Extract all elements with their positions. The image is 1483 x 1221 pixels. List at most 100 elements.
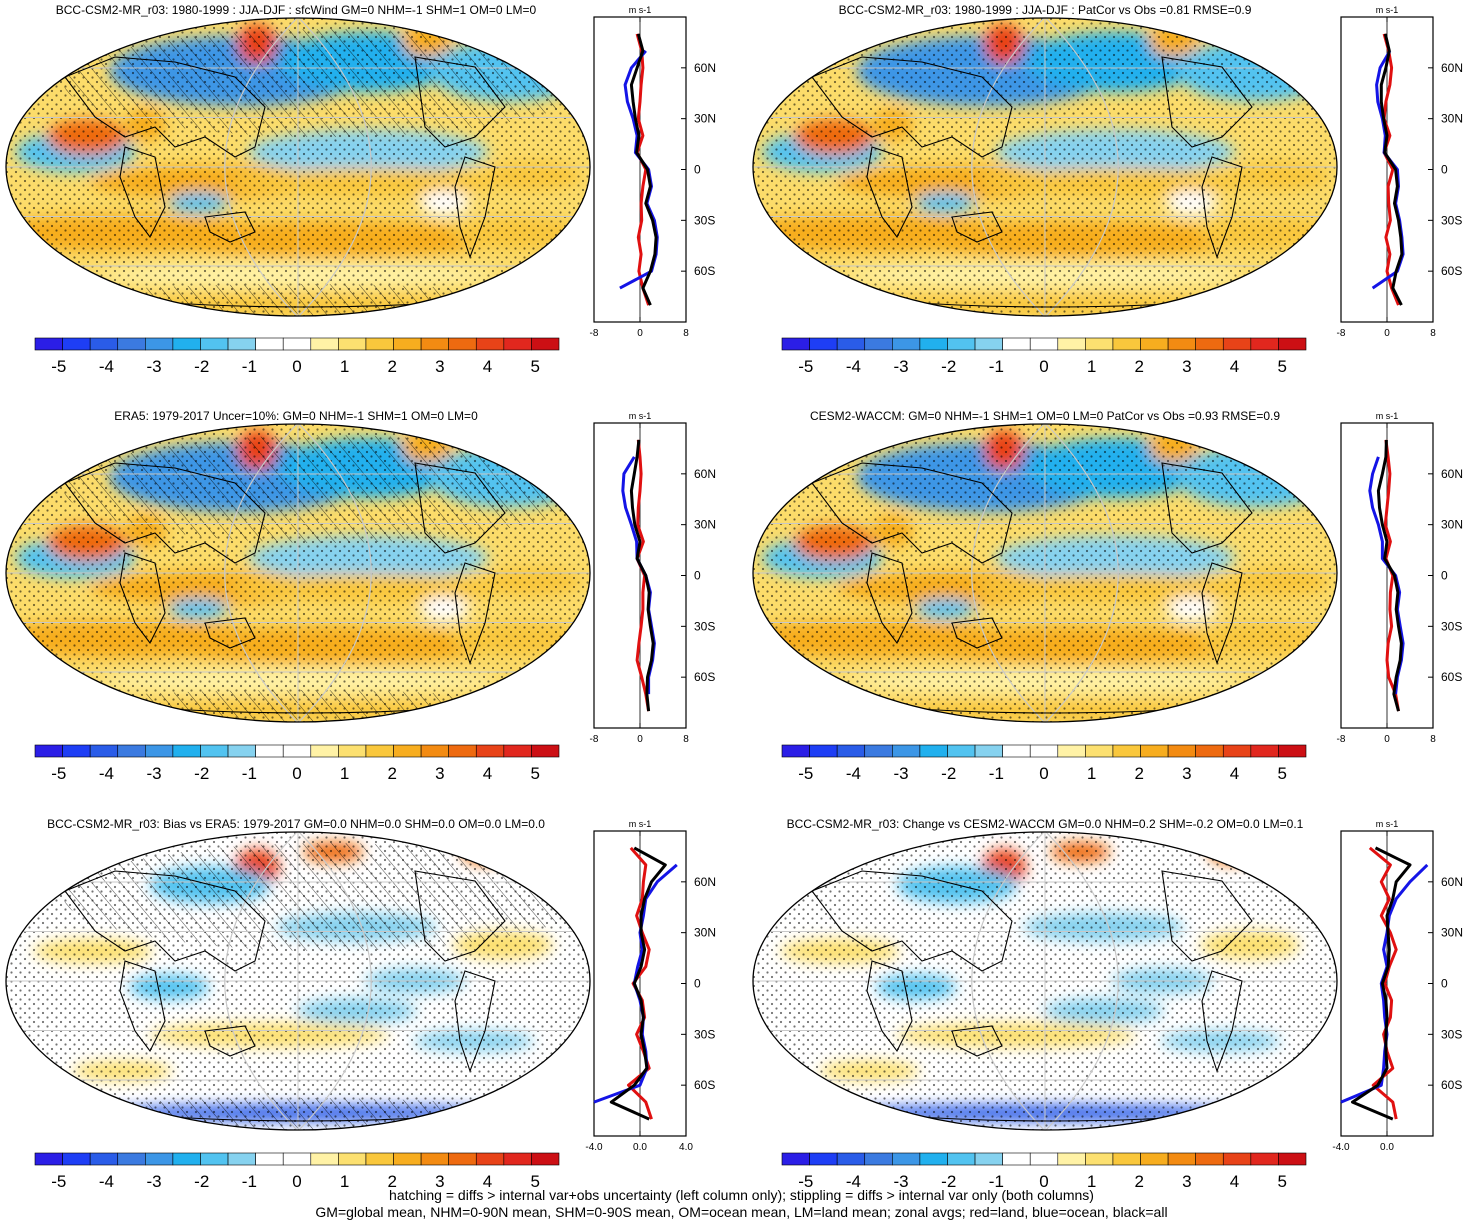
graticule — [6, 832, 590, 1130]
colorbar-label: -5 — [51, 764, 66, 783]
map — [752, 17, 1338, 317]
colorbar: -5 -4 -3 -2 -1 0 1 2 3 4 5 — [781, 337, 1307, 376]
colorbar-swatch — [947, 1152, 976, 1166]
colorbar-swatch — [1278, 337, 1307, 351]
colorbar-label: 5 — [530, 1172, 539, 1190]
colorbar-label: 1 — [1087, 764, 1096, 783]
colorbar-swatch — [531, 1152, 560, 1166]
colorbar-swatch — [448, 1152, 477, 1166]
colorbar-swatch — [864, 337, 893, 351]
colorbar-label: -2 — [194, 1172, 209, 1190]
colorbar-label: -2 — [941, 764, 956, 783]
zonal-line-all — [1351, 846, 1412, 1121]
colorbar-swatch — [475, 1152, 505, 1166]
colorbar: -5 -4 -3 -2 -1 0 1 2 3 4 5 — [34, 1152, 560, 1190]
anomaly-region — [753, 424, 848, 463]
colorbar-swatch — [781, 1152, 810, 1166]
colorbar-swatch — [1112, 337, 1141, 351]
colorbar-swatch — [1085, 337, 1114, 351]
colorbar-swatch — [1222, 744, 1252, 758]
x-tick-label: -8 — [1337, 328, 1346, 339]
lat-label: 30S — [694, 619, 715, 633]
colorbar-swatch — [62, 744, 91, 758]
x-tick-label: 0 — [1384, 734, 1390, 745]
zonal-unit: m s-1 — [1376, 5, 1399, 15]
colorbar-label: 0 — [292, 764, 301, 783]
colorbar-label: 0 — [1039, 1172, 1048, 1190]
colorbar-swatch — [227, 337, 256, 351]
colorbar-label: 1 — [340, 764, 349, 783]
colorbar-label: 1 — [340, 357, 349, 376]
lat-label: 60S — [694, 1078, 715, 1092]
graticule — [753, 18, 1337, 316]
zonal-line-all — [609, 846, 667, 1121]
colorbar-swatch — [282, 1152, 312, 1166]
map-outline — [752, 423, 1338, 723]
colorbar-swatch — [200, 744, 229, 758]
colorbar-swatch — [531, 744, 560, 758]
colorbar-label: -3 — [894, 1172, 909, 1190]
colorbar-label: -2 — [194, 357, 209, 376]
colorbar-swatch — [1140, 337, 1169, 351]
zonal-plot: m s-1 -4.0 0.0 4.0 60N 30N 0 30S 60S — [585, 819, 716, 1153]
colorbar-label: 4 — [1230, 357, 1239, 376]
colorbar-swatch — [393, 1152, 422, 1166]
x-tick-label: -4.0 — [585, 1142, 603, 1153]
panel-title: BCC-CSM2-MR_r03: 1980-1999 : JJA-DJF : P… — [838, 3, 1252, 17]
colorbar-swatch — [1278, 1152, 1307, 1166]
zonal-plot: m s-1 -8 0 8 60N 30N 0 30S 60S — [590, 411, 716, 745]
colorbar-label: 3 — [1182, 764, 1191, 783]
zonal-line-all — [1376, 439, 1403, 712]
figure-graphics: m s-1 -8 0 8 60N 30N 0 30S 60S -5 -4 -3 -2 -1 0 1 2 3 4 5 m … — [5, 5, 1463, 1190]
map-outline — [5, 17, 591, 317]
lat-label: 0 — [694, 977, 701, 991]
colorbar-swatch — [892, 744, 921, 758]
colorbar-label: -5 — [798, 764, 813, 783]
colorbar-label: -5 — [51, 1172, 66, 1190]
lat-label: 60N — [1441, 467, 1463, 481]
colorbar-swatch — [781, 744, 810, 758]
colorbar-swatch — [255, 337, 284, 351]
colorbar-label: 4 — [483, 764, 492, 783]
colorbar-label: 5 — [530, 764, 539, 783]
colorbar-swatch — [62, 337, 91, 351]
lat-label: 60S — [1441, 1078, 1462, 1092]
colorbar-swatch — [200, 337, 229, 351]
coastlines — [811, 56, 1253, 308]
colorbar-label: -4 — [846, 357, 861, 376]
colorbar: -5 -4 -3 -2 -1 0 1 2 3 4 5 — [781, 1152, 1307, 1190]
colorbar-swatch — [172, 1152, 201, 1166]
lat-label: 30S — [694, 213, 715, 227]
footer-note: hatching = diffs > internal var+obs unce… — [0, 1187, 1483, 1221]
colorbar-swatch — [503, 1152, 532, 1166]
colorbar-label: -2 — [941, 1172, 956, 1190]
lat-label: 60N — [694, 467, 716, 481]
colorbar-swatch — [892, 1152, 921, 1166]
zonal-plot: m s-1 -8 0 8 60N 30N 0 30S 60S — [1337, 411, 1463, 745]
colorbar-label: -4 — [846, 764, 861, 783]
map — [5, 423, 591, 723]
colorbar-swatch — [448, 337, 477, 351]
colorbar-swatch — [1112, 1152, 1141, 1166]
x-tick-label: 4.0 — [679, 1142, 693, 1153]
colorbar-swatch — [62, 1152, 91, 1166]
x-tick-label: -8 — [1337, 734, 1346, 745]
colorbar-swatch — [1195, 1152, 1224, 1166]
colorbar-swatch — [145, 337, 174, 351]
colorbar-label: 1 — [340, 1172, 349, 1190]
colorbar-swatch — [531, 337, 560, 351]
map — [5, 17, 591, 317]
colorbar-swatch — [34, 337, 63, 351]
colorbar-label: -4 — [99, 1172, 114, 1190]
map-outline — [752, 17, 1338, 317]
lat-label: 0 — [694, 163, 701, 177]
anomaly-region — [6, 18, 101, 57]
colorbar-swatch — [974, 1152, 1003, 1166]
colorbar-swatch — [117, 1152, 146, 1166]
footer-line-1: hatching = diffs > internal var+obs unce… — [389, 1187, 1094, 1203]
colorbar-label: 3 — [1182, 357, 1191, 376]
map — [752, 423, 1338, 723]
colorbar-swatch — [947, 744, 976, 758]
x-tick-label: 0 — [1384, 328, 1390, 339]
lat-label: 60N — [694, 61, 716, 75]
